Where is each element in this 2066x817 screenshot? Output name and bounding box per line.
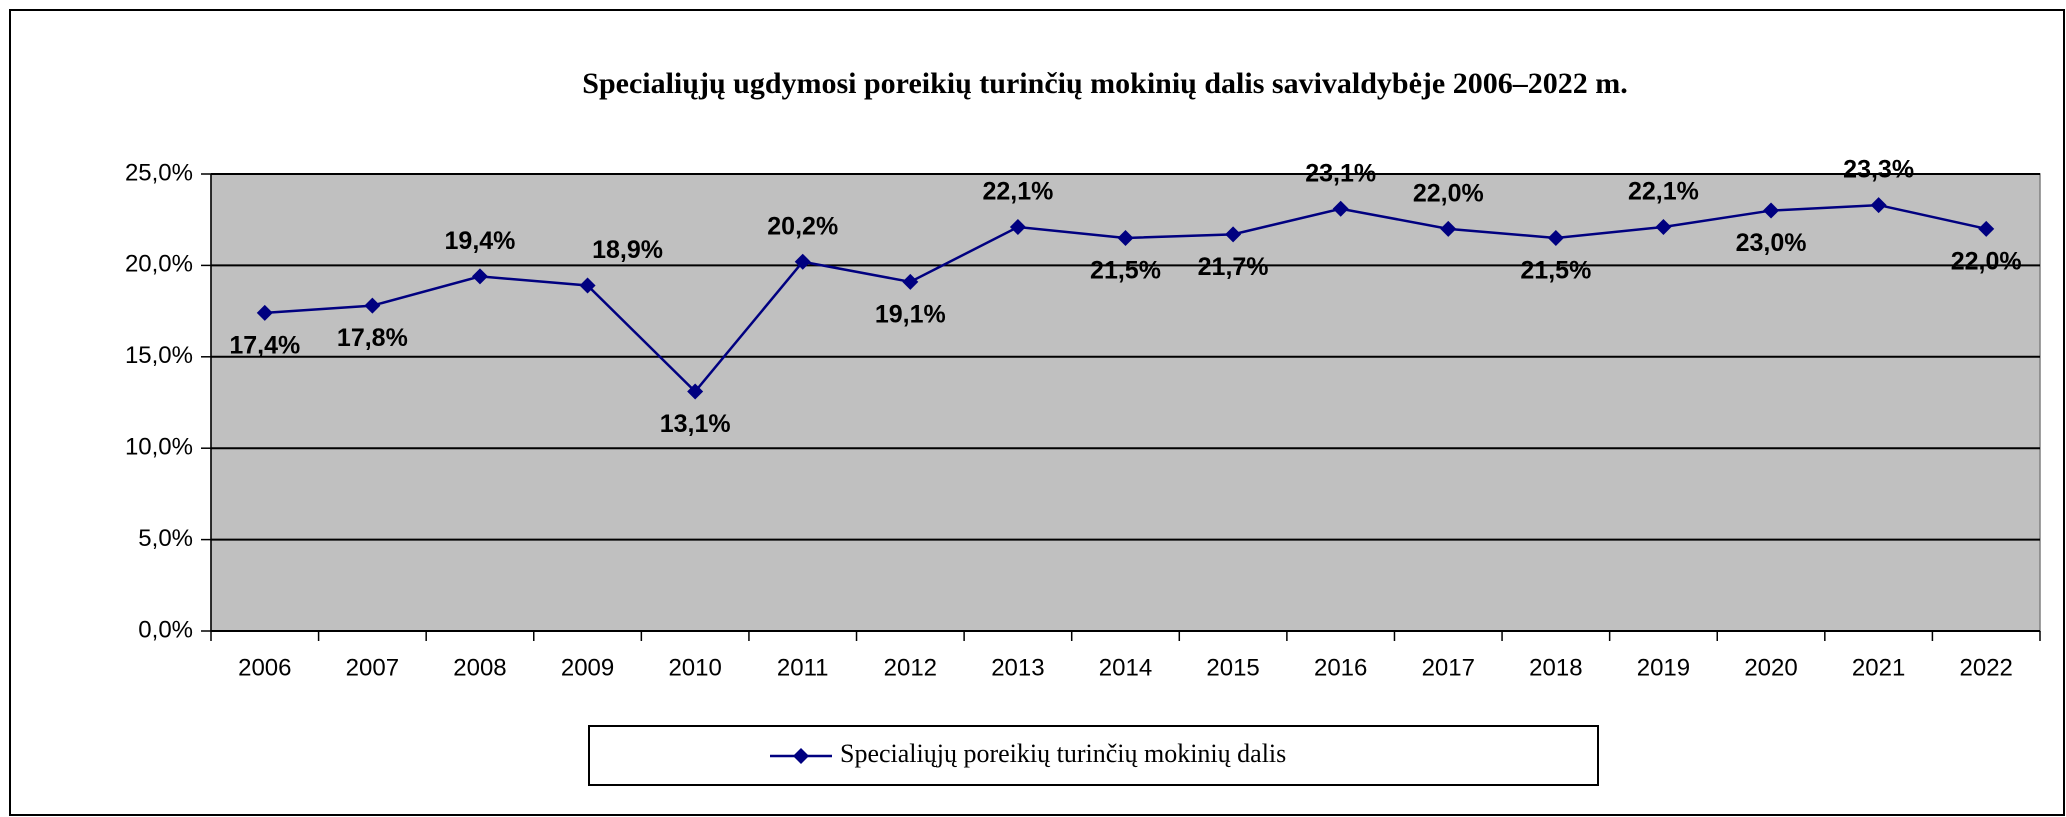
data-label: 21,5%	[1520, 257, 1591, 285]
x-tick-label: 2007	[346, 654, 399, 681]
data-label: 23,1%	[1305, 159, 1376, 187]
y-tick-label: 20,0%	[125, 251, 193, 278]
data-label: 21,7%	[1198, 253, 1269, 281]
data-label: 17,4%	[229, 332, 300, 360]
x-tick-label: 2016	[1314, 654, 1367, 681]
data-label: 22,1%	[1628, 178, 1699, 206]
legend-box	[588, 725, 1599, 786]
x-tick-label: 2015	[1206, 654, 1259, 681]
data-point	[256, 304, 273, 321]
x-tick-label: 2014	[1099, 654, 1152, 681]
x-tick-label: 2009	[561, 654, 614, 681]
y-tick-label: 15,0%	[125, 342, 193, 369]
data-point	[1440, 220, 1457, 237]
x-tick-label: 2020	[1744, 654, 1797, 681]
x-tick-label: 2017	[1422, 654, 1475, 681]
x-tick-label: 2008	[453, 654, 506, 681]
data-label: 22,0%	[1951, 247, 2022, 275]
data-point	[794, 253, 811, 270]
data-label: 21,5%	[1090, 257, 1161, 285]
data-label: 20,2%	[767, 212, 838, 240]
data-point	[1763, 202, 1780, 219]
data-point	[579, 277, 596, 294]
data-label: 19,1%	[875, 300, 946, 328]
data-label: 22,0%	[1413, 179, 1484, 207]
data-label: 13,1%	[660, 410, 731, 438]
data-label: 19,4%	[445, 227, 516, 255]
data-point	[1978, 220, 1995, 237]
data-label: 18,9%	[592, 236, 663, 264]
data-point	[1009, 219, 1026, 236]
x-tick-label: 2019	[1637, 654, 1690, 681]
data-point	[1655, 219, 1672, 236]
data-point	[364, 297, 381, 314]
x-tick-label: 2018	[1529, 654, 1582, 681]
x-tick-label: 2012	[884, 654, 937, 681]
data-point	[1225, 226, 1242, 243]
data-point	[1547, 229, 1564, 246]
data-point	[471, 268, 488, 285]
legend-marker	[793, 748, 809, 764]
y-tick-label: 5,0%	[138, 525, 193, 552]
data-point	[687, 383, 704, 400]
x-tick-label: 2021	[1852, 654, 1905, 681]
data-label: 22,1%	[982, 178, 1053, 206]
x-tick-label: 2022	[1960, 654, 2013, 681]
data-label: 17,8%	[337, 324, 408, 352]
chart-title: Specialiųjų ugdymosi poreikių turinčių m…	[582, 67, 1627, 100]
x-tick-label: 2010	[668, 654, 721, 681]
y-tick-label: 0,0%	[138, 616, 193, 643]
y-tick-label: 25,0%	[125, 159, 193, 186]
y-tick-label: 10,0%	[125, 434, 193, 461]
data-label: 23,3%	[1843, 156, 1914, 184]
x-tick-label: 2011	[777, 654, 829, 681]
x-tick-label: 2006	[238, 654, 291, 681]
data-point	[902, 273, 919, 290]
data-label: 23,0%	[1736, 229, 1807, 257]
data-point	[1117, 229, 1134, 246]
data-point	[1332, 200, 1349, 217]
x-tick-label: 2013	[991, 654, 1044, 681]
data-point	[1870, 197, 1887, 214]
legend-label: Specialiųjų poreikių turinčių mokinių da…	[840, 739, 1286, 768]
